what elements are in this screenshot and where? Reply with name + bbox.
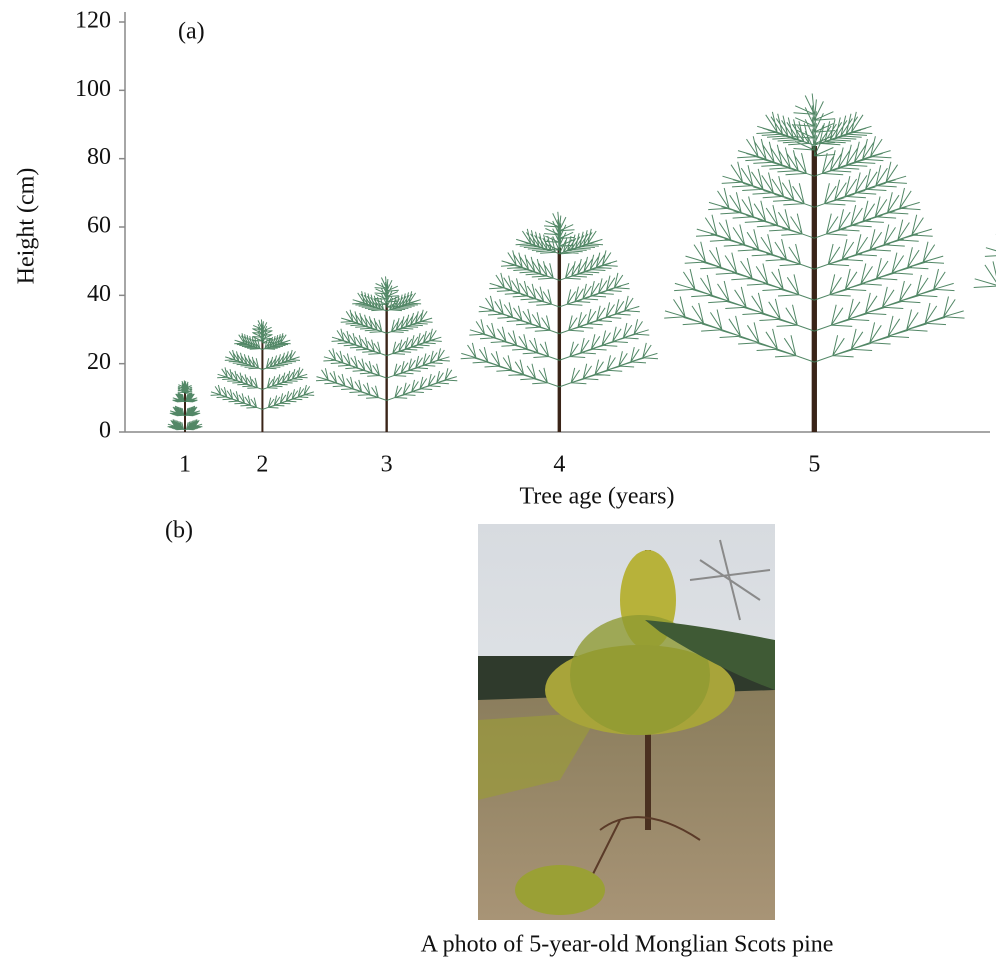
y-axis-label: Height (cm) bbox=[14, 168, 40, 285]
photo bbox=[478, 524, 775, 920]
x-axis-label: Tree age (years) bbox=[519, 484, 674, 510]
tree-crown bbox=[973, 233, 996, 288]
tree-crown bbox=[460, 211, 659, 388]
tree bbox=[973, 233, 996, 288]
y-tick-label: 120 bbox=[75, 8, 111, 34]
y-tick-label: 0 bbox=[99, 418, 111, 444]
y-tick-label: 80 bbox=[87, 144, 111, 170]
tree bbox=[315, 276, 458, 432]
x-tick-label: 4 bbox=[553, 452, 565, 478]
x-tick-label: 1 bbox=[179, 452, 191, 478]
tree bbox=[664, 93, 965, 432]
tree-crown bbox=[664, 93, 965, 363]
tree bbox=[167, 380, 203, 432]
tree-crown bbox=[167, 380, 203, 431]
tree-crown bbox=[315, 276, 458, 401]
y-tick-label: 20 bbox=[87, 349, 111, 375]
tree bbox=[210, 319, 315, 432]
y-tick-label: 100 bbox=[75, 76, 111, 102]
panel-label: (a) bbox=[178, 19, 205, 45]
y-tick-label: 60 bbox=[87, 213, 111, 239]
x-tick-label: 2 bbox=[256, 452, 268, 478]
x-tick-label: 5 bbox=[808, 452, 820, 478]
panel-label: (b) bbox=[165, 518, 193, 544]
y-tick-label: 40 bbox=[87, 281, 111, 307]
tree bbox=[460, 211, 659, 432]
x-tick-label: 3 bbox=[381, 452, 393, 478]
photo-caption: A photo of 5-year-old Monglian Scots pin… bbox=[421, 932, 834, 958]
tree-crown bbox=[210, 319, 315, 410]
